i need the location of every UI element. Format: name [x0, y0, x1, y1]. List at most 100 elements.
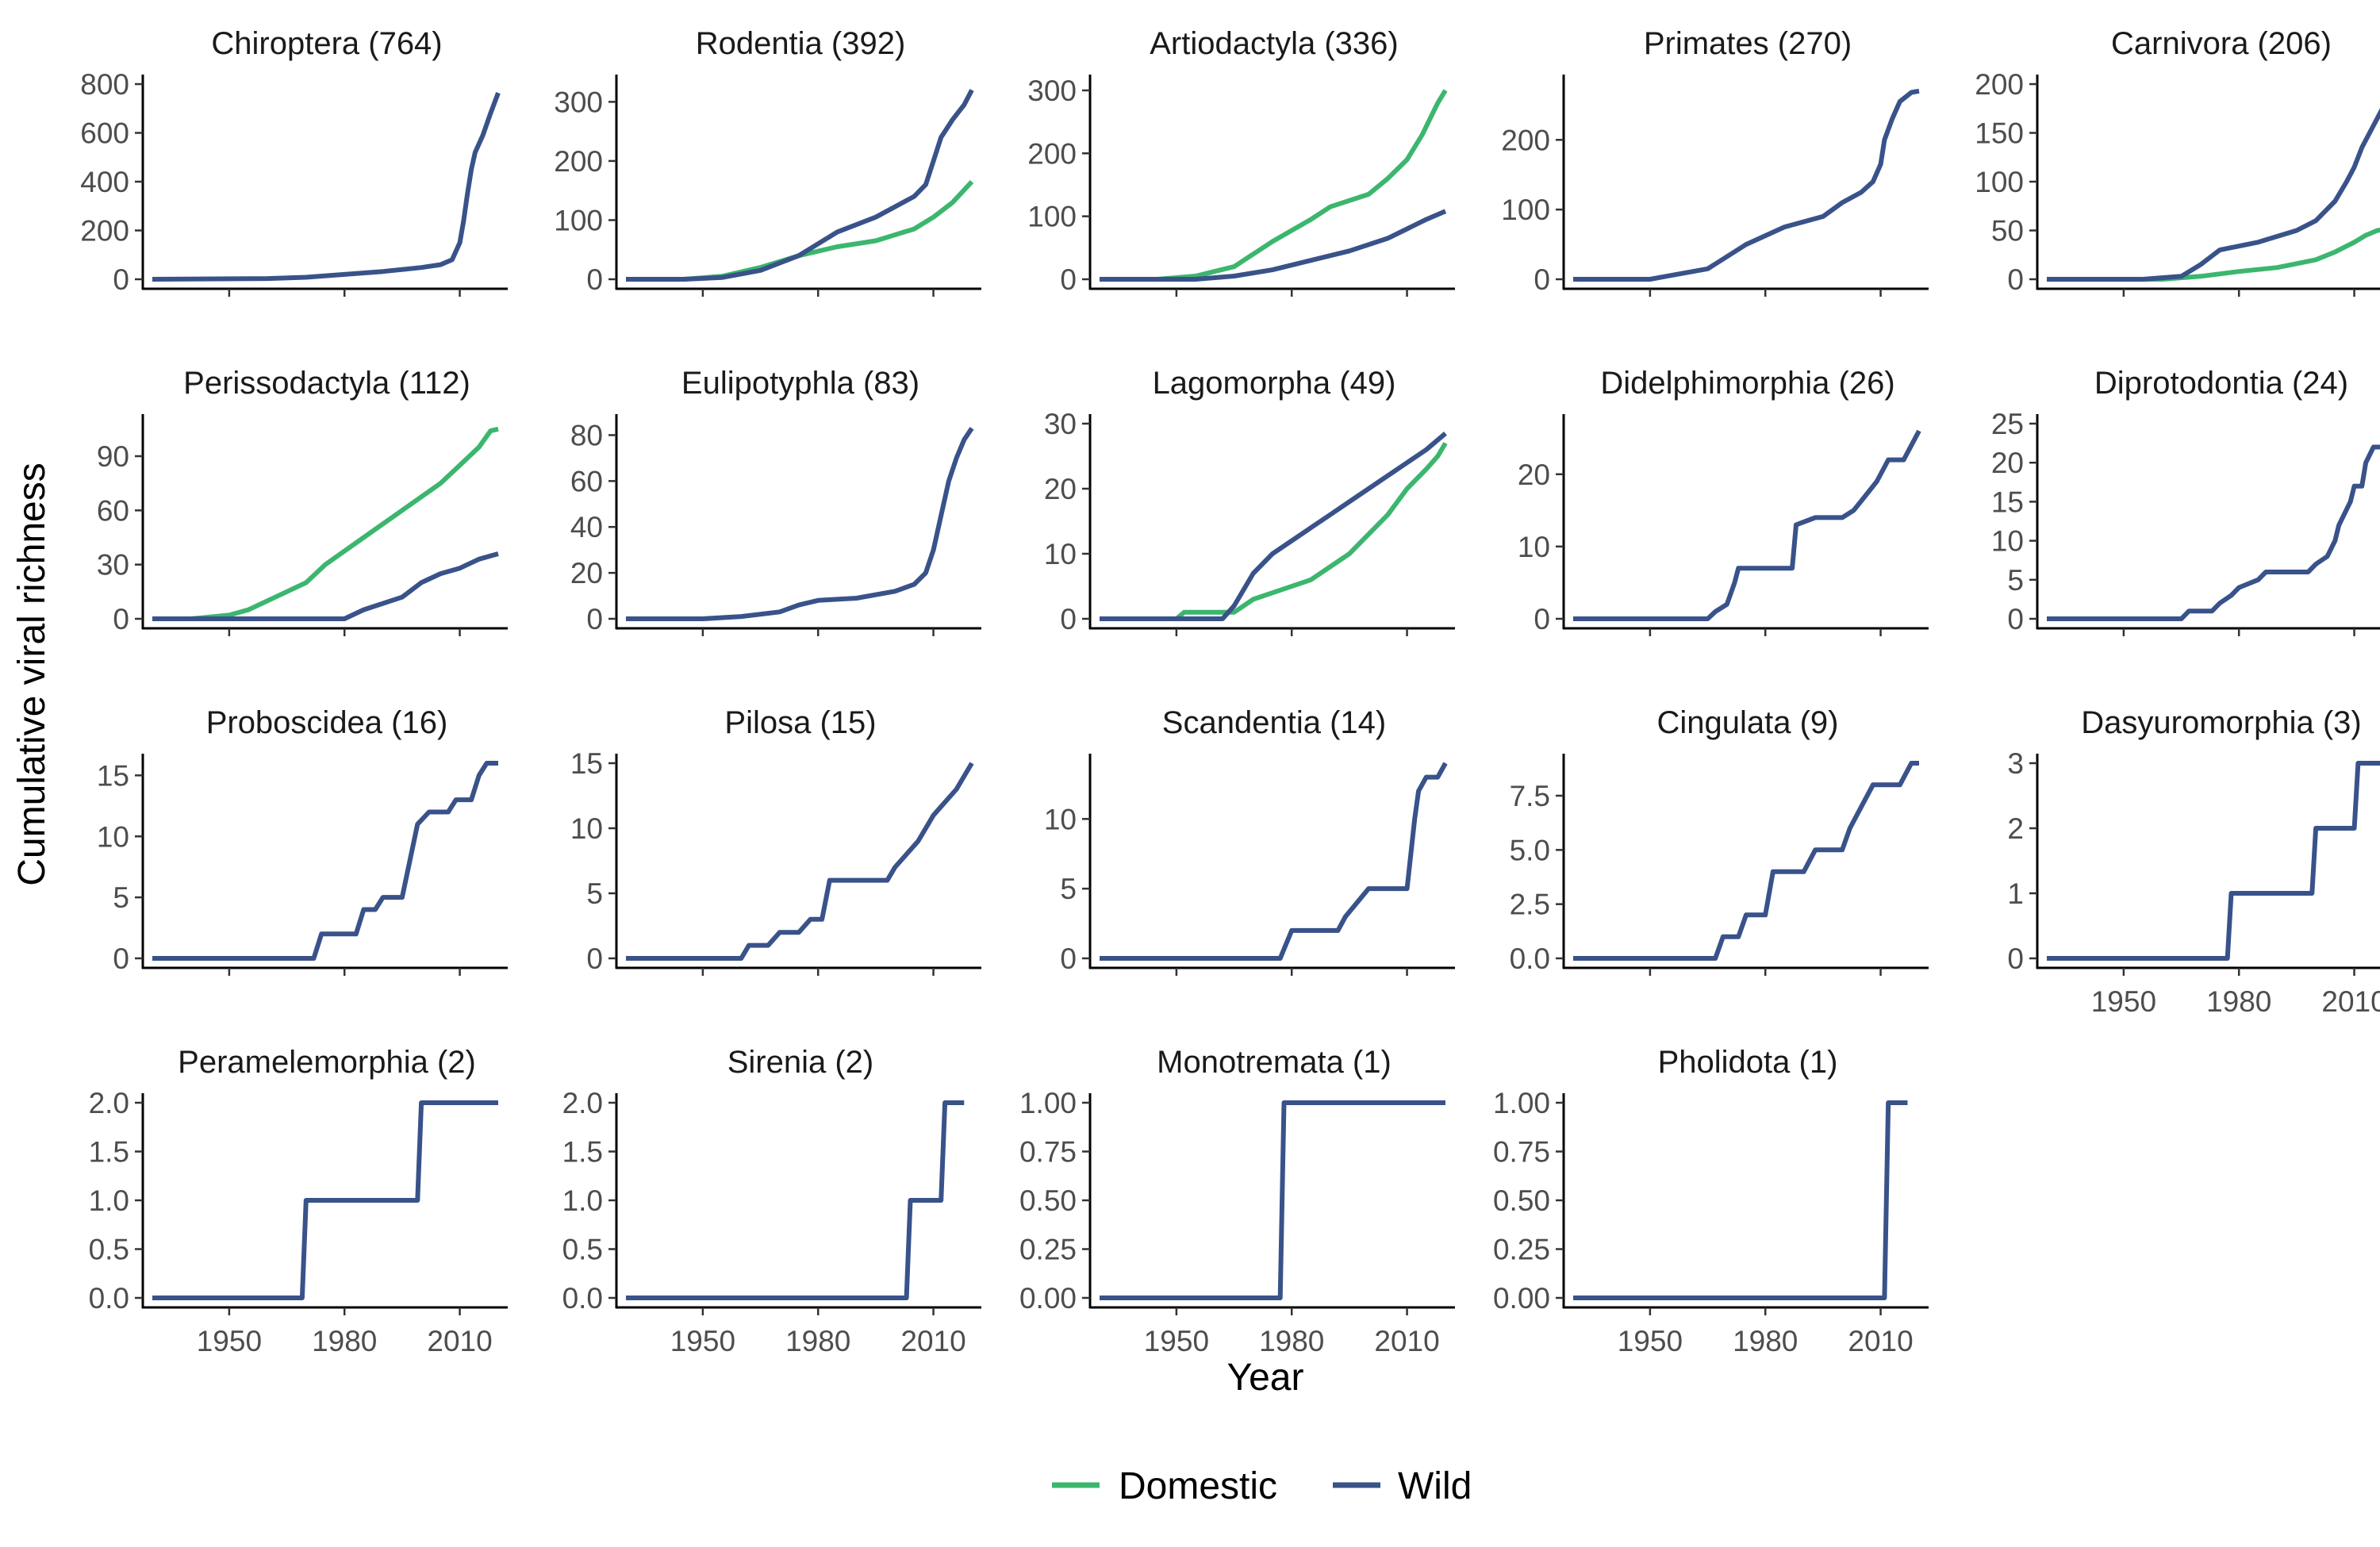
panel-title-pholidota: Pholidota (1)	[1658, 1045, 1838, 1080]
panel-title-peramelemorphia: Peramelemorphia (2)	[178, 1045, 476, 1080]
y-tick-label: 0	[586, 603, 603, 635]
panel-proboscidea: Proboscidea (16) 0 5 10 15	[97, 705, 508, 976]
panel-pholidota: Pholidota (1) 0.00 0.25 0.50 0.75 1.00 1950 198…	[1493, 1045, 1929, 1357]
y-tick-label: 200	[554, 145, 603, 178]
panel-title-scandentia: Scandentia (14)	[1162, 705, 1386, 740]
panel-title-monotremata: Monotremata (1)	[1157, 1045, 1392, 1080]
panel-pilosa: Pilosa (15) 0 5 10 15	[570, 705, 981, 976]
panel-perissodactyla: Perissodactyla (112) 0 30 60 90	[97, 366, 508, 636]
y-tick-label: 30	[97, 549, 129, 582]
series-line-wild	[1573, 1100, 1908, 1300]
y-tick-label: 20	[1518, 459, 1550, 491]
panel-title-chiroptera: Chiroptera (764)	[211, 26, 442, 61]
y-tick-label: 10	[1044, 803, 1077, 835]
y-tick-label: 30	[1044, 408, 1077, 440]
series-line-wild	[1573, 88, 1920, 282]
panel-primates: Primates (270) 0 100 200	[1501, 26, 1929, 297]
x-tick-label: 2010	[2321, 985, 2380, 1018]
series-line-wild	[2047, 108, 2380, 282]
y-tick-label: 0.0	[562, 1282, 603, 1315]
series-line-domestic	[626, 179, 974, 282]
y-tick-label: 5	[586, 877, 603, 910]
y-tick-label: 20	[1991, 447, 2024, 479]
series-line-wild	[626, 1100, 965, 1300]
y-tick-label: 0.0	[1510, 942, 1550, 975]
panel-cingulata: Cingulata (9) 0.0 2.5 5.0 7.5	[1510, 705, 1929, 976]
panel-peramelemorphia: Peramelemorphia (2) 0.0 0.5 1.0 1.5 2.0 1950 19…	[89, 1045, 508, 1357]
y-tick-label: 1	[2007, 877, 2024, 910]
y-tick-label: 100	[1975, 166, 2024, 198]
y-tick-label: 1.5	[562, 1136, 603, 1169]
y-tick-label: 0	[2007, 263, 2024, 296]
y-tick-label: 0.25	[1019, 1234, 1077, 1266]
panel-title-artiodactyla: Artiodactyla (336)	[1150, 26, 1398, 61]
y-tick-label: 0.5	[89, 1234, 129, 1266]
y-tick-label: 0	[1060, 942, 1077, 975]
y-tick-label: 0	[113, 263, 129, 296]
x-tick-label: 2010	[1848, 1325, 1913, 1357]
series-line-domestic	[2047, 228, 2380, 282]
series-line-wild	[152, 92, 501, 282]
panel-dasyuromorphia: Dasyuromorphia (3) 0 1 2 3 1950 1980 2010	[2007, 705, 2380, 1018]
y-tick-label: 0	[1060, 263, 1077, 296]
x-tick-label: 2010	[427, 1325, 492, 1357]
y-tick-label: 80	[570, 419, 603, 451]
series-line-wild	[152, 551, 499, 621]
y-tick-label: 150	[1975, 117, 2024, 150]
y-tick-label: 60	[570, 465, 603, 497]
y-tick-label: 0	[2007, 603, 2024, 635]
x-tick-label: 1980	[785, 1325, 850, 1357]
y-tick-label: 1.00	[1493, 1087, 1550, 1119]
panel-title-sirenia: Sirenia (2)	[727, 1045, 874, 1080]
x-tick-label: 1950	[197, 1325, 262, 1357]
y-tick-label: 1.5	[89, 1136, 129, 1169]
y-tick-label: 0.00	[1493, 1282, 1550, 1315]
legend-label-wild: Wild	[1398, 1465, 1472, 1507]
y-tick-label: 100	[1501, 194, 1550, 226]
y-tick-label: 15	[1991, 486, 2024, 518]
y-tick-label: 10	[1044, 538, 1077, 570]
x-tick-label: 1950	[2091, 985, 2156, 1018]
panel-monotremata: Monotremata (1) 0.00 0.25 0.50 0.75 1.00 1950 1…	[1019, 1045, 1455, 1357]
panel-title-rodentia: Rodentia (392)	[696, 26, 906, 61]
panel-chiroptera: Chiroptera (764) 0 200 400 600 800	[80, 26, 508, 297]
y-tick-label: 1.0	[562, 1184, 603, 1217]
panel-carnivora: Carnivora (206) 0 50 100 150 200	[1975, 26, 2380, 297]
y-tick-label: 300	[1027, 75, 1077, 107]
y-tick-label: 100	[554, 204, 603, 236]
y-tick-label: 0	[2007, 942, 2024, 975]
x-tick-label: 2010	[1374, 1325, 1439, 1357]
y-tick-label: 0	[1534, 263, 1550, 296]
panel-title-didelphimorphia: Didelphimorphia (26)	[1600, 366, 1894, 401]
y-tick-label: 5.0	[1510, 834, 1550, 866]
y-tick-label: 2.0	[562, 1087, 603, 1119]
y-tick-label: 7.5	[1510, 780, 1550, 812]
series-line-wild	[1100, 209, 1447, 282]
y-tick-label: 5	[2007, 564, 2024, 597]
y-tick-label: 5	[1060, 873, 1077, 905]
y-tick-label: 2.5	[1510, 889, 1550, 921]
x-tick-label: 2010	[900, 1325, 965, 1357]
y-tick-label: 0.75	[1493, 1136, 1550, 1169]
series-line-wild	[1573, 429, 1921, 621]
y-tick-label: 200	[1501, 124, 1550, 156]
panel-title-proboscidea: Proboscidea (16)	[206, 705, 448, 740]
y-tick-label: 0	[113, 603, 129, 635]
series-line-wild	[2047, 444, 2380, 621]
y-tick-label: 3	[2007, 747, 2024, 780]
series-line-wild	[2047, 761, 2380, 961]
y-tick-label: 0.25	[1493, 1234, 1550, 1266]
x-tick-label: 1950	[1144, 1325, 1209, 1357]
series-line-wild	[1573, 761, 1919, 961]
panel-sirenia: Sirenia (2) 0.0 0.5 1.0 1.5 2.0 1950 1980 2010	[562, 1045, 981, 1357]
series-line-domestic	[1100, 89, 1448, 282]
panel-rodentia: Rodentia (392) 0 100 200 300	[554, 26, 981, 297]
x-tick-label: 1980	[2206, 985, 2271, 1018]
x-tick-label: 1980	[312, 1325, 377, 1357]
x-tick-label: 1950	[1618, 1325, 1683, 1357]
series-line-wild	[1100, 1100, 1445, 1300]
y-tick-label: 400	[80, 166, 129, 198]
panel-title-diprotodontia: Diprotodontia (24)	[2094, 366, 2348, 401]
panel-title-lagomorpha: Lagomorpha (49)	[1153, 366, 1396, 401]
